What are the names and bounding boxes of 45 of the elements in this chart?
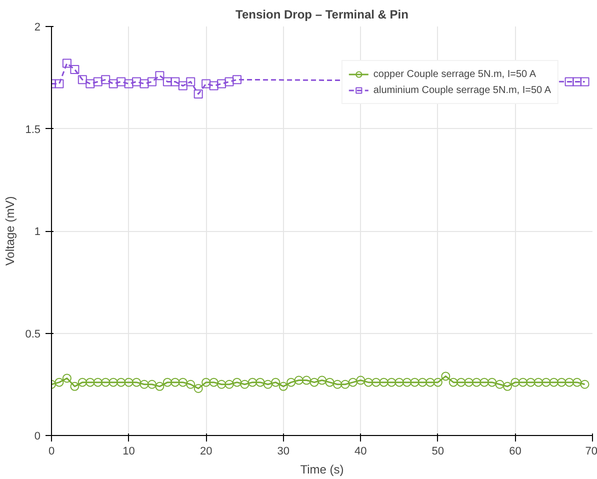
- point: [186, 77, 196, 86]
- point: [140, 79, 149, 88]
- point: [178, 81, 188, 90]
- point: [202, 79, 211, 88]
- x-tick-label: 70: [585, 446, 597, 458]
- point: [78, 75, 87, 84]
- point: [580, 77, 590, 86]
- point: [124, 79, 134, 88]
- point: [108, 79, 118, 88]
- point: [155, 71, 164, 80]
- x-tick-label: 0: [48, 446, 55, 458]
- y-tick-label: 0.5: [25, 328, 41, 340]
- point: [232, 75, 242, 84]
- point: [217, 79, 226, 88]
- y-tick-label: 1: [34, 226, 41, 238]
- point: [209, 81, 218, 90]
- x-tick-label: 10: [122, 446, 135, 458]
- x-tick-label: 40: [354, 446, 367, 458]
- point: [162, 77, 172, 86]
- y-axis-title: Voltage (mV): [3, 196, 18, 266]
- point: [194, 89, 203, 98]
- x-tick-label: 20: [200, 446, 212, 458]
- chart-title: Tension Drop – Terminal & Pin: [236, 8, 408, 22]
- point: [564, 77, 574, 86]
- point: [170, 77, 180, 86]
- legend-label: aluminium Couple serrage 5N.m, I=50 A: [373, 84, 551, 97]
- x-tick-label: 60: [509, 446, 522, 458]
- point: [572, 77, 582, 86]
- y-tick-label: 1.5: [25, 124, 41, 136]
- point: [224, 77, 234, 86]
- point: [101, 75, 110, 84]
- point: [54, 79, 64, 88]
- y-tick-label: 2: [34, 22, 41, 34]
- x-axis-title: Time (s): [300, 462, 344, 476]
- x-tick-label: 30: [277, 446, 290, 458]
- point: [116, 77, 126, 86]
- point: [132, 77, 142, 86]
- x-tick-label: 50: [432, 446, 444, 458]
- point: [93, 77, 102, 86]
- point: [70, 64, 80, 74]
- legend-label: copper Couple serrage 5N.m, I=50 A: [373, 68, 536, 81]
- y-tick-label: 0: [34, 430, 41, 442]
- point: [86, 79, 95, 88]
- point: [147, 77, 156, 86]
- point: [62, 58, 72, 68]
